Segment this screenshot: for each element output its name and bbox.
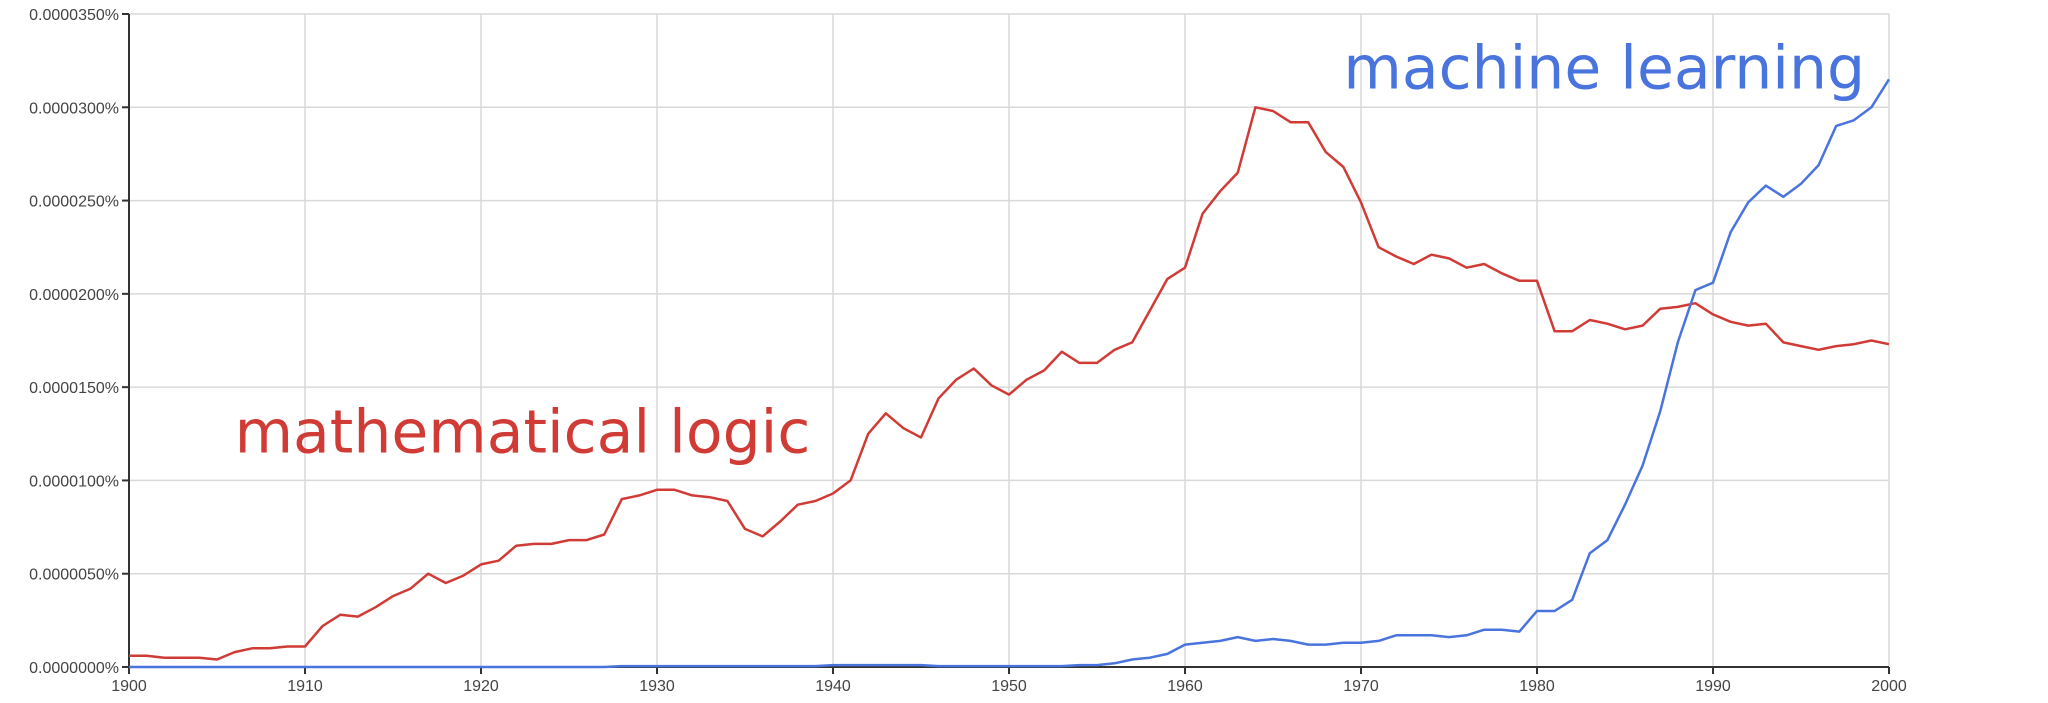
x-tick-label: 1940 [815, 678, 851, 695]
x-tick-label: 1920 [463, 678, 499, 695]
series-labels: mathematical logic machine learning [235, 34, 1866, 468]
y-tick-label: 0.0000000% [29, 660, 119, 677]
x-tick-label: 1950 [991, 678, 1027, 695]
x-tick-label: 1970 [1343, 678, 1379, 695]
x-tick-label: 2000 [1871, 678, 1907, 695]
x-tick-label: 1900 [111, 678, 147, 695]
series-line-mathematical-logic [129, 106, 1890, 661]
y-tick-label: 0.0000300% [29, 100, 119, 117]
y-tick-label: 0.0000200% [29, 287, 119, 304]
y-tick-label: 0.0000250% [29, 194, 119, 211]
series-label-mathematical-logic: mathematical logic [235, 397, 811, 467]
gridlines [129, 13, 1890, 667]
tick-labels: 1900 1910 1920 1930 1940 1950 1960 1970 1980 1990… [29, 7, 1907, 695]
y-tick-label: 0.0000050% [29, 567, 119, 584]
x-tick-label: 1930 [639, 678, 675, 695]
series-lines [129, 78, 1891, 669]
x-tick-label: 1910 [287, 678, 323, 695]
series-line-machine-learning [129, 78, 1891, 669]
y-tick-label: 0.0000100% [29, 473, 119, 490]
series-label-machine-learning: machine learning [1343, 34, 1865, 104]
x-tick-label: 1960 [1167, 678, 1203, 695]
axes [122, 13, 1890, 674]
x-tick-label: 1990 [1695, 678, 1731, 695]
y-tick-label: 0.0000350% [29, 7, 119, 24]
y-tick-label: 0.0000150% [29, 380, 119, 397]
x-tick-label: 1980 [1519, 678, 1555, 695]
